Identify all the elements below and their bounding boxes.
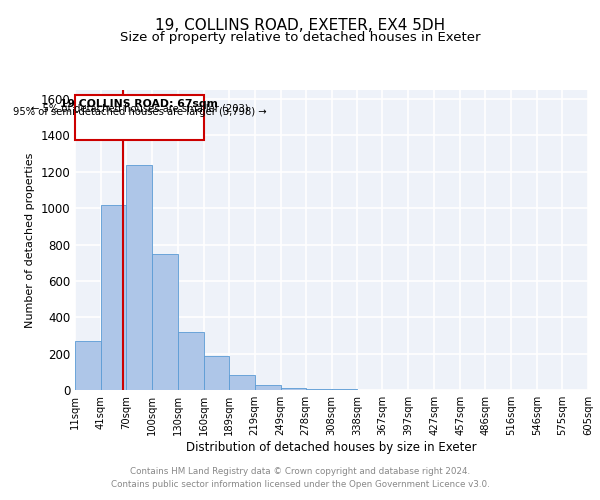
Bar [281, 388, 305, 390]
Bar [254, 384, 281, 390]
Text: Contains public sector information licensed under the Open Government Licence v3: Contains public sector information licen… [110, 480, 490, 489]
Text: 95% of semi-detached houses are larger (3,798) →: 95% of semi-detached houses are larger (… [13, 108, 266, 118]
Text: 19 COLLINS ROAD: 67sqm: 19 COLLINS ROAD: 67sqm [61, 98, 218, 108]
X-axis label: Distribution of detached houses by size in Exeter: Distribution of detached houses by size … [186, 441, 477, 454]
Bar [75, 341, 101, 390]
Text: 19, COLLINS ROAD, EXETER, EX4 5DH: 19, COLLINS ROAD, EXETER, EX4 5DH [155, 18, 445, 32]
Bar [152, 254, 178, 390]
Bar [75, 94, 203, 140]
Text: Contains HM Land Registry data © Crown copyright and database right 2024.: Contains HM Land Registry data © Crown c… [130, 467, 470, 476]
Text: ← 5% of detached houses are smaller (203): ← 5% of detached houses are smaller (203… [31, 104, 248, 114]
Text: Size of property relative to detached houses in Exeter: Size of property relative to detached ho… [120, 31, 480, 44]
Bar [229, 376, 254, 390]
Bar [178, 332, 203, 390]
Y-axis label: Number of detached properties: Number of detached properties [25, 152, 35, 328]
Bar [203, 356, 229, 390]
Bar [126, 164, 152, 390]
Bar [101, 204, 126, 390]
Bar [305, 389, 332, 390]
